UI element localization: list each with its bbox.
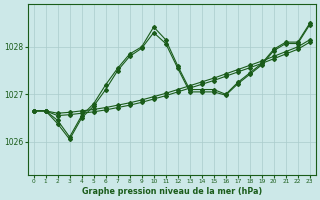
- X-axis label: Graphe pression niveau de la mer (hPa): Graphe pression niveau de la mer (hPa): [82, 187, 262, 196]
